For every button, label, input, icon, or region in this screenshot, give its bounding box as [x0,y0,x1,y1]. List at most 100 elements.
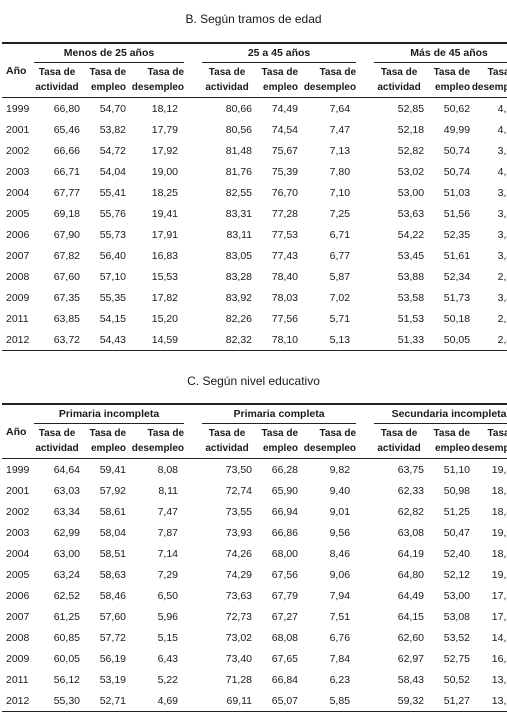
value-cell: 2,62 [497,312,507,325]
value-cell: 19,41 [151,207,179,220]
value-cell: 62,97 [397,652,425,665]
value-cell: 58,46 [99,589,126,602]
table-row: 1999 66,80 54,70 18,12 80,66 74,49 7,64 52,85 50… [2,98,507,120]
column-header: Tasa de desempleo [126,63,184,98]
value-cell: 8,11 [158,484,179,497]
group-header: 25 a 45 años [202,43,357,63]
value-cell: 3,44 [497,228,507,241]
column-header-line2: empleo [263,82,299,93]
gap-cell [184,63,202,98]
year-cell: 2006 [6,589,30,602]
value-cell: 19,00 [151,165,179,178]
value-cell: 52,34 [443,270,471,283]
value-cell: 71,28 [225,673,253,686]
gap-cell [356,424,374,459]
column-header: Tasa de desempleo [470,424,507,459]
value-cell: 6,71 [329,228,351,241]
value-cell: 17,91 [151,228,179,241]
value-cell: 54,04 [99,165,126,178]
value-cell: 67,35 [53,291,80,304]
value-cell: 54,72 [99,144,126,157]
value-cell: 50,52 [443,673,471,686]
gap-cell [184,480,202,501]
value-cell: 16,23 [491,652,507,665]
year-cell: 2008 [6,631,30,644]
value-cell: 65,07 [271,694,299,707]
table-row: 2008 60,85 57,72 5,15 73,02 68,08 6,76 62,60 53,… [2,627,507,648]
value-cell: 65,46 [53,123,80,136]
value-cell: 50,62 [443,102,471,115]
year-header: Año [6,425,27,438]
value-cell: 75,67 [271,144,299,157]
value-cell: 66,28 [271,463,299,476]
table-row: 2006 67,90 55,73 17,91 83,11 77,53 6,71 54,22 52… [2,224,507,245]
value-cell: 50,47 [443,526,471,539]
gap-cell [356,119,374,140]
value-cell: 68,08 [271,631,299,644]
column-header: Tasa de desempleo [298,63,356,98]
column-header-line1: Tasa de [487,428,507,439]
value-cell: 55,41 [99,186,126,199]
value-cell: 54,22 [397,228,425,241]
value-cell: 52,71 [99,694,126,707]
column-header-line2: actividad [377,443,421,454]
column-header-line1: Tasa de [261,67,299,78]
table-row: 2008 67,60 57,10 15,53 83,28 78,40 5,87 53,88 52… [2,266,507,287]
year-cell: 1999 [6,102,30,115]
table-row: 2001 65,46 53,82 17,79 80,56 74,54 7,47 52,18 49… [2,119,507,140]
value-cell: 64,64 [53,463,80,476]
gap-cell [356,690,374,712]
column-header: Tasa de empleo [252,63,299,98]
gap-cell [356,404,374,424]
column-header-line1: Tasa de [89,67,127,78]
value-cell: 66,84 [271,673,299,686]
value-cell: 83,05 [225,249,253,262]
value-cell: 57,10 [99,270,126,283]
table-row: 2003 62,99 58,04 7,87 73,93 66,86 9,56 63,08 50,… [2,522,507,543]
gap-cell [356,480,374,501]
gap-cell [356,564,374,585]
value-cell: 60,85 [53,631,80,644]
value-cell: 56,19 [99,652,126,665]
gap-cell [356,585,374,606]
gap-cell [184,329,202,351]
value-cell: 9,06 [329,568,351,581]
gap-cell [184,669,202,690]
gap-cell [356,266,374,287]
value-cell: 13,57 [491,694,507,707]
value-cell: 72,73 [225,610,253,623]
value-cell: 52,75 [443,652,471,665]
value-cell: 17,82 [491,589,507,602]
value-cell: 7,29 [157,568,179,581]
year-cell: 2002 [6,144,30,157]
value-cell: 76,70 [271,186,299,199]
value-cell: 53,00 [443,589,471,602]
value-cell: 57,60 [99,610,126,623]
column-header: Tasa de empleo [424,424,471,459]
group-header: Menos de 25 años [34,43,185,63]
gap-cell [356,287,374,308]
column-header: Tasa de actividad [374,63,424,98]
value-cell: 9,56 [329,526,351,539]
value-cell: 54,43 [99,333,126,346]
column-header-line2: desempleo [471,443,507,454]
gap-cell [184,522,202,543]
value-cell: 65,90 [271,484,299,497]
value-cell: 74,54 [271,123,299,136]
gap-cell [184,245,202,266]
value-cell: 83,11 [226,228,253,241]
gap-cell [184,43,202,63]
value-cell: 53,82 [99,123,126,136]
value-cell: 66,86 [271,526,299,539]
column-header-line2: actividad [35,82,79,93]
table-row: 2001 63,03 57,92 8,11 72,74 65,90 9,40 62,33 50,… [2,480,507,501]
table-row: 2002 63,34 58,61 7,47 73,55 66,94 9,01 62,82 51,… [2,501,507,522]
column-header-line1: Tasa de [208,428,246,439]
table-row: 2005 63,24 58,63 7,29 74,29 67,56 9,06 64,80 52,… [2,564,507,585]
column-header-line1: Tasa de [38,67,76,78]
value-cell: 53,58 [397,291,425,304]
value-cell: 63,03 [53,484,80,497]
gap-cell [356,329,374,351]
value-cell: 83,31 [225,207,253,220]
year-cell: 2012 [6,694,30,707]
